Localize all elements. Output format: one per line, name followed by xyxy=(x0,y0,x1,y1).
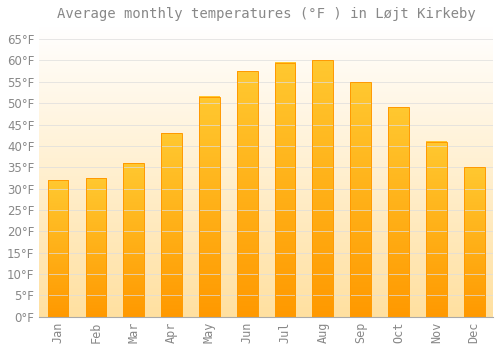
Bar xyxy=(161,133,182,317)
Bar xyxy=(312,61,334,317)
Bar xyxy=(86,178,106,317)
Bar xyxy=(426,142,446,317)
Bar xyxy=(274,63,295,317)
Bar xyxy=(124,163,144,317)
Bar xyxy=(464,167,484,317)
Title: Average monthly temperatures (°F ) in Løjt Kirkeby: Average monthly temperatures (°F ) in Lø… xyxy=(56,7,476,21)
Bar xyxy=(388,107,409,317)
Bar xyxy=(199,97,220,317)
Bar xyxy=(350,82,371,317)
Bar xyxy=(237,71,258,317)
Bar xyxy=(48,180,68,317)
